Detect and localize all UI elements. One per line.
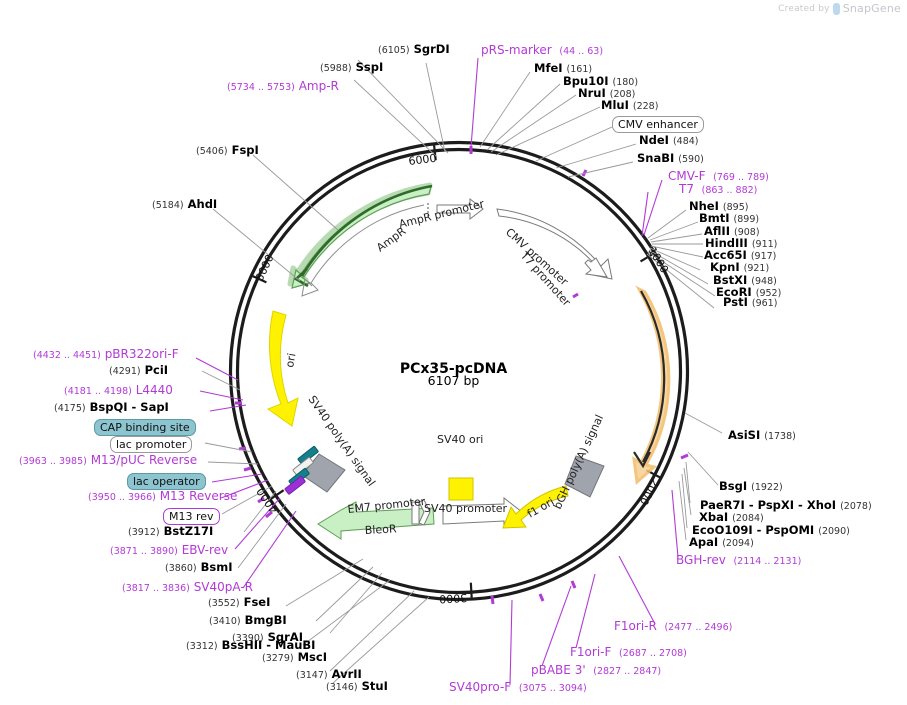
- feature-ori: [266, 310, 299, 427]
- primer-ebv-rev[interactable]: (3871 .. 3890) EBV-rev: [110, 543, 229, 557]
- enzyme-mlui[interactable]: MluI (228): [601, 98, 659, 112]
- label-sv40-promoter: SV40 promoter: [424, 502, 508, 515]
- feature-box-lac-promoter[interactable]: lac promoter: [110, 435, 193, 453]
- feature-box-lac-operator[interactable]: lac operator: [127, 472, 206, 490]
- snapgene-logo-icon: [832, 2, 840, 15]
- primer-amp-r[interactable]: (5734 .. 5753) Amp-R: [227, 79, 339, 93]
- enzyme-apai[interactable]: ApaI (2094): [689, 535, 754, 549]
- enzyme-psti[interactable]: PstI (961): [723, 295, 778, 309]
- feature-orange-arrow: [632, 285, 671, 485]
- leader-lines: [195, 57, 723, 686]
- primer-sv40pa-r[interactable]: (3817 .. 3836) SV40pA-R: [122, 580, 254, 594]
- feature-t7-promoter: [584, 257, 608, 278]
- feature-ampr-promoter: [427, 197, 484, 221]
- label-bleor: BleoR: [364, 522, 397, 537]
- feature-em7-promoter: [411, 499, 431, 526]
- primer-l4440[interactable]: (4181 .. 4198) L4440: [64, 383, 173, 397]
- primer-m13-reverse[interactable]: (3950 .. 3966) M13 Reverse: [88, 489, 238, 503]
- enzyme-bmgbi[interactable]: (3410) BmgBI: [209, 613, 287, 627]
- enzyme-ecori[interactable]: EcoRI (952): [716, 285, 782, 299]
- enzyme-fsei[interactable]: (3552) FseI: [208, 595, 271, 609]
- enzyme-pcii[interactable]: (4291) PciI: [109, 363, 169, 377]
- primer-prs-marker[interactable]: pRS-marker (44 .. 63): [481, 43, 604, 57]
- watermark-brand: SnapGene: [842, 2, 901, 15]
- enzyme-bsmi[interactable]: (3860) BsmI: [165, 560, 233, 574]
- enzyme-nhei[interactable]: NheI (895): [689, 199, 749, 213]
- primer-f1ori-f[interactable]: F1ori-F (2687 .. 2708): [570, 645, 687, 659]
- enzyme-fspi[interactable]: (5406) FspI: [196, 143, 259, 157]
- primer-t7[interactable]: T7 (863 .. 882): [679, 182, 758, 196]
- enzyme-aflii[interactable]: AflII (908): [704, 224, 760, 238]
- enzyme-sgrdi[interactable]: (6105) SgrDI: [378, 42, 450, 56]
- feature-f1-ori: [502, 485, 569, 529]
- enzyme-msci[interactable]: (3279) MscI: [262, 650, 327, 664]
- tick-2000: 2000: [637, 477, 662, 508]
- primer-m13-puc-reverse[interactable]: (3963 .. 3985) M13/pUC Reverse: [19, 453, 198, 467]
- label-bgh-polya: bGH poly(A) signal: [551, 413, 606, 512]
- enzyme-mfei[interactable]: MfeI (161): [534, 61, 593, 75]
- feature-small-bars: [284, 445, 319, 495]
- feature-box-cap-binding-site[interactable]: CAP binding site: [94, 418, 196, 436]
- enzyme-bstz17i[interactable]: (3912) BstZ17I: [128, 524, 214, 538]
- primer-ticks: [235, 146, 689, 605]
- enzyme-xbai[interactable]: XbaI (2084): [699, 510, 764, 524]
- tick-6000: 6000: [408, 152, 437, 168]
- enzyme-ecoo109i-pspomi[interactable]: EcoO109I - PspOMI (2090): [692, 523, 850, 537]
- plasmid-size: 6107 bp: [427, 373, 480, 388]
- enzyme-stui[interactable]: (3146) StuI: [326, 679, 388, 693]
- enzyme-sspi[interactable]: (5988) SspI: [320, 60, 384, 74]
- watermark-prefix: Created by: [778, 3, 830, 14]
- plasmid-backbone: [228, 140, 690, 602]
- enzyme-ahdi[interactable]: (5184) AhdI: [152, 197, 218, 211]
- enzyme-bspqi-sapi[interactable]: (4175) BspQI - SapI: [54, 400, 169, 414]
- enzyme-bsshii-maubi[interactable]: (3312) BssHII - MauBI: [186, 638, 316, 652]
- feature-bgh-polya-signal: [564, 455, 605, 498]
- enzyme-nrui[interactable]: NruI (208): [578, 86, 636, 100]
- snapgene-watermark: Created by SnapGene: [778, 2, 901, 15]
- primer-pbr322ori-f[interactable]: (4432 .. 4451) pBR322ori-F: [33, 347, 179, 361]
- feature-ampr: [287, 182, 433, 297]
- enzyme-acc65i[interactable]: Acc65I (917): [704, 248, 777, 262]
- primer-f1ori-r[interactable]: F1ori-R (2477 .. 2496): [614, 619, 733, 633]
- enzyme-hindiii[interactable]: HindIII (911): [705, 236, 778, 250]
- primer-sv40pro-f[interactable]: SV40pro-F (3075 .. 3094): [449, 680, 587, 694]
- enzyme-sgrai[interactable]: (3390) SgrAI: [232, 630, 303, 644]
- feature-bleor: [317, 501, 435, 540]
- feature-box-cmv-enhancer[interactable]: CMV enhancer: [612, 115, 704, 133]
- label-sv40-ori: SV40 ori: [437, 433, 483, 446]
- label-ori: ori: [283, 352, 298, 368]
- feature-sv40-ori: [448, 477, 474, 501]
- feature-box-m13-rev[interactable]: M13 rev: [163, 507, 220, 525]
- enzyme-ndei[interactable]: NdeI (484): [639, 133, 699, 147]
- tick-3000: 3000: [439, 591, 468, 605]
- enzyme-bmti[interactable]: BmtI (899): [699, 211, 760, 225]
- enzyme-snabi[interactable]: SnaBI (590): [637, 151, 704, 165]
- enzyme-avrii[interactable]: (3147) AvrII: [296, 667, 362, 681]
- primer-cmv-f[interactable]: CMV-F (769 .. 789): [668, 169, 769, 183]
- primer-pbabe-3[interactable]: pBABE 3' (2827 .. 2847): [531, 663, 662, 677]
- enzyme-kpni[interactable]: KpnI (921): [710, 260, 770, 274]
- primer-bgh-rev[interactable]: BGH-rev (2114 .. 2131): [676, 553, 802, 567]
- enzyme-bpu10i[interactable]: Bpu10I (180): [563, 74, 639, 88]
- enzyme-asisi[interactable]: AsiSI (1738): [728, 428, 796, 442]
- enzyme-bsgi[interactable]: BsgI (1922): [719, 479, 783, 493]
- enzyme-bstxi[interactable]: BstXI (948): [713, 273, 777, 287]
- enzyme-paer7i-pspxi-xhoi[interactable]: PaeR7I - PspXI - XhoI (2078): [700, 498, 872, 512]
- plasmid-name: PCx35-pcDNA: [399, 361, 508, 377]
